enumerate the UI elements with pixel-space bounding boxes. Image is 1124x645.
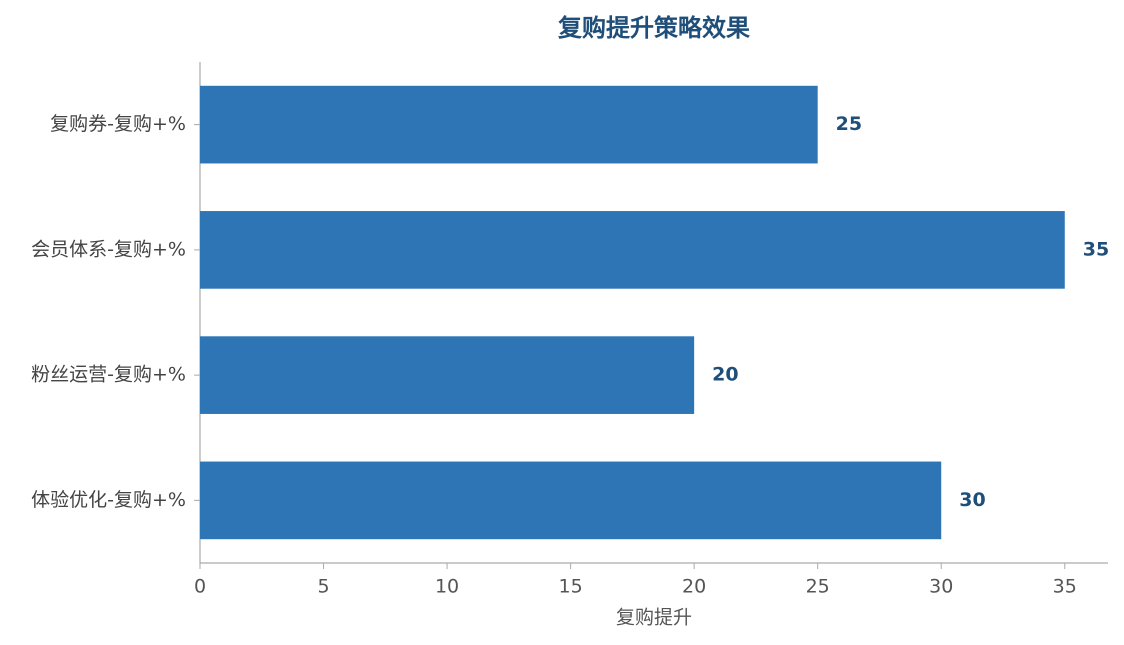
value-label: 25 — [836, 113, 862, 135]
x-tick-label: 20 — [682, 576, 706, 598]
value-label: 30 — [959, 489, 985, 511]
x-tick-label: 5 — [317, 576, 329, 598]
x-tick-label: 35 — [1053, 576, 1077, 598]
x-tick-label: 10 — [435, 576, 459, 598]
bar — [200, 211, 1065, 289]
value-label: 20 — [712, 364, 738, 386]
y-tick-label: 体验优化-复购+% — [31, 489, 186, 511]
y-tick-label: 粉丝运营-复购+% — [31, 364, 186, 386]
y-tick-label: 会员体系-复购+% — [31, 238, 186, 260]
value-label: 35 — [1083, 238, 1109, 260]
bar — [200, 85, 818, 164]
bar — [200, 336, 695, 414]
bar — [200, 461, 942, 540]
chart-title: 复购提升策略效果 — [557, 14, 750, 42]
x-tick-label: 30 — [929, 576, 953, 598]
x-tick-label: 25 — [806, 576, 830, 598]
x-tick-label: 15 — [559, 576, 583, 598]
x-tick-label: 0 — [194, 576, 206, 598]
y-tick-label: 复购券-复购+% — [50, 113, 186, 135]
x-axis-label: 复购提升 — [616, 607, 692, 629]
